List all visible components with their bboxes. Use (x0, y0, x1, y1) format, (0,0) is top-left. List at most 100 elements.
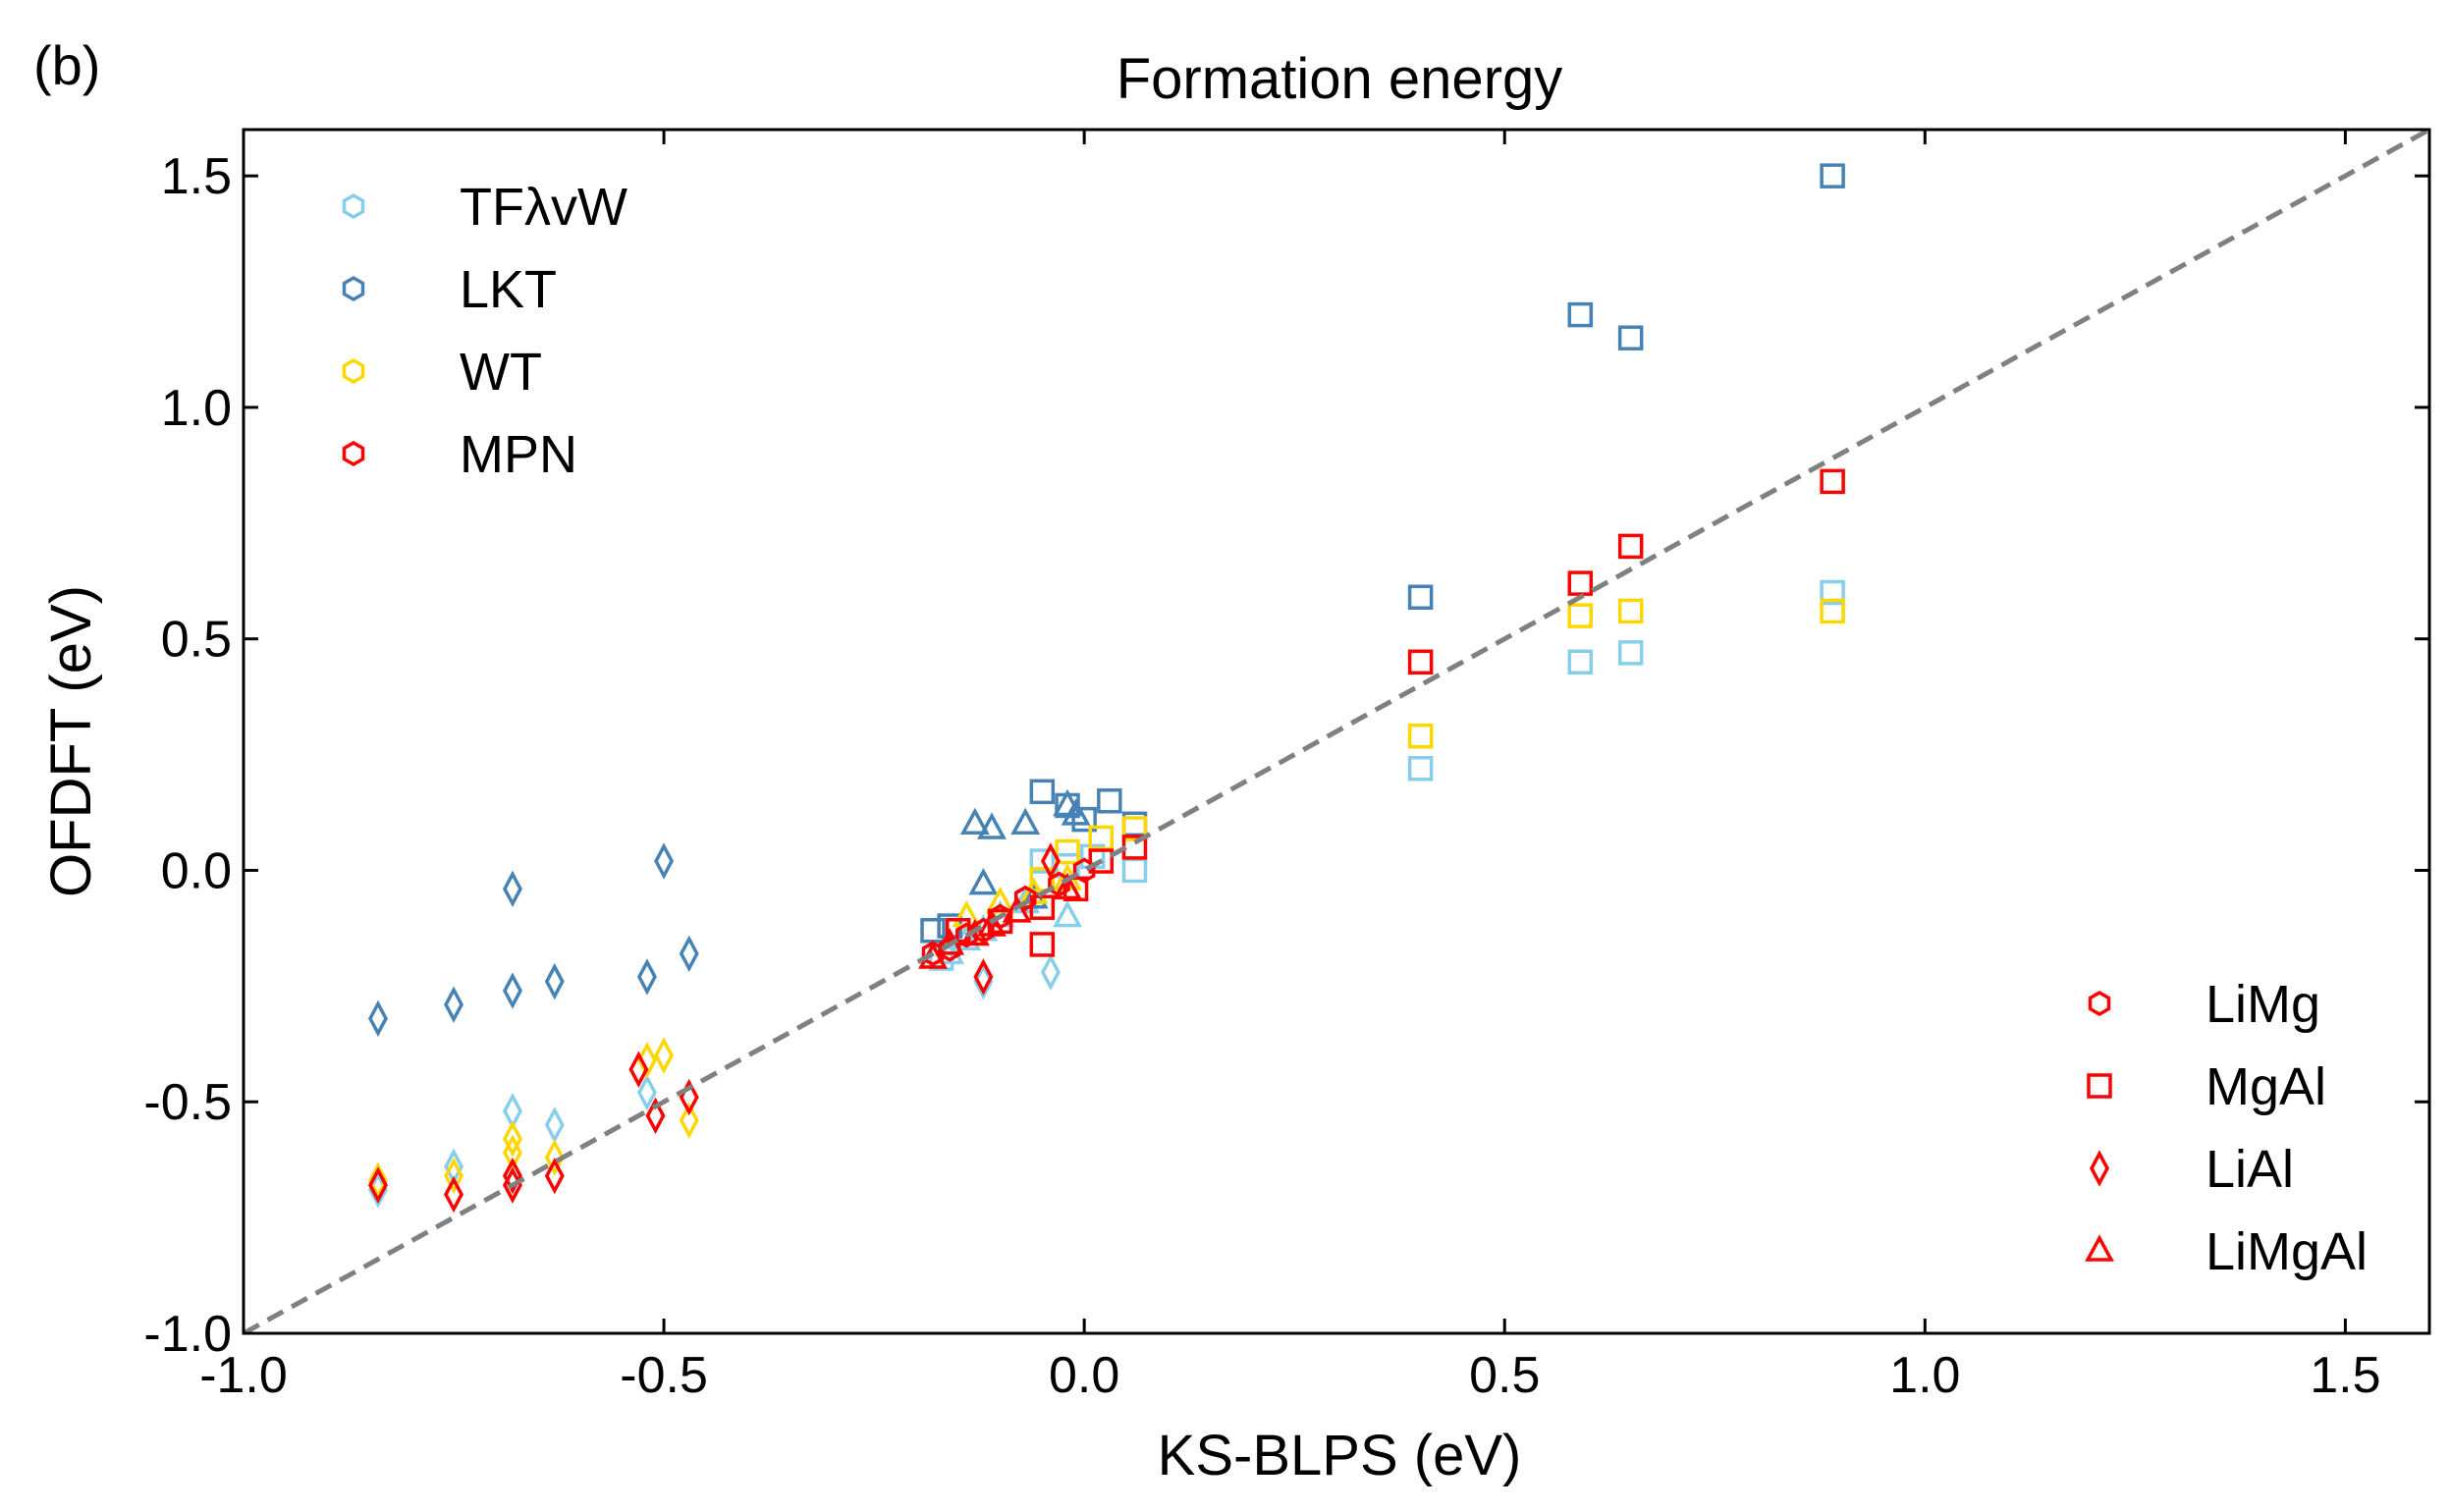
x-tick-label: -0.5 (620, 1347, 708, 1404)
data-point-mgal (1820, 468, 1845, 495)
data-point-lial (444, 1175, 464, 1214)
scatter-points (368, 163, 1845, 1214)
y-tick-label: 1.5 (161, 148, 232, 205)
legend-label-method: LKT (460, 260, 557, 319)
data-point-mgal (987, 908, 1013, 935)
data-point-limgal (959, 807, 990, 836)
data-point-mgal (1407, 649, 1434, 675)
y-tick-label: 0.0 (161, 842, 232, 899)
data-point-mgal (945, 918, 971, 944)
x-tick-label: 1.0 (1889, 1347, 1960, 1404)
x-tick-label: 0.0 (1049, 1347, 1119, 1404)
data-point-mgal (1055, 792, 1080, 819)
data-point-mgal (1567, 301, 1594, 328)
legend-label-system: LiMgAl (2206, 1222, 2368, 1281)
data-point-mgal (1820, 598, 1845, 624)
data-point-lial (1040, 953, 1061, 991)
data-point-lial (654, 1037, 675, 1074)
data-point-lial (679, 935, 699, 973)
data-point-mgal (1071, 806, 1097, 833)
legend-marker-mgal (2087, 1073, 2112, 1099)
y-tick-label: -0.5 (143, 1074, 232, 1131)
x-tick-label: -1.0 (199, 1347, 288, 1404)
y-axis-label: OFDFT (eV) (39, 585, 103, 897)
data-point-mgal (1617, 325, 1644, 351)
data-point-lial (544, 962, 565, 1000)
data-point-mgal (1055, 838, 1080, 865)
legend-marker-lkt (342, 275, 365, 302)
legend-marker-mpn (342, 440, 365, 467)
data-point-lial (368, 999, 388, 1038)
data-point-limgal (977, 909, 1007, 937)
data-point-lial (444, 986, 464, 1023)
legend-marker-lial (2090, 1150, 2109, 1187)
data-point-mgal (1121, 816, 1148, 841)
reference-line-layer (244, 130, 2429, 1333)
chart-title: Formation energy (1117, 47, 1563, 111)
data-point-lial (502, 972, 522, 1009)
legend-label-method: WT (460, 343, 542, 402)
data-point-lial (636, 1042, 657, 1079)
data-point-lial (679, 1102, 699, 1139)
data-point-mgal (1407, 723, 1434, 749)
data-point-lial (368, 1166, 388, 1204)
legend-marker-limgal (2085, 1234, 2114, 1262)
data-point-mgal (1567, 649, 1594, 675)
x-tick-labels: -1.0 -0.5 0.0 0.5 1.0 1.5 (199, 1347, 2380, 1404)
data-point-mgal (1617, 533, 1644, 560)
data-point-mgal (1029, 848, 1056, 874)
data-point-mgal (1820, 163, 1845, 189)
data-point-limgal (1053, 899, 1082, 928)
y-tick-labels: -1.0 -0.5 0.0 0.5 1.0 1.5 (143, 148, 232, 1363)
data-point-lial (1040, 842, 1061, 880)
data-point-limgal (1010, 807, 1041, 836)
data-point-lial (544, 1157, 565, 1195)
method-legend: TFλvW LKT WT MPN (342, 178, 627, 484)
data-point-mgal (1088, 848, 1115, 874)
data-point-lial (444, 1157, 464, 1195)
panel-label: (b) (33, 34, 100, 96)
data-point-mgal (1617, 598, 1644, 624)
data-point-lial (502, 870, 522, 908)
legend-label-method: MPN (460, 425, 577, 484)
data-point-mgal (1567, 603, 1594, 628)
legend-marker-wt (342, 357, 365, 385)
data-point-lial (502, 1120, 522, 1158)
data-point-mgal (1407, 584, 1434, 611)
data-point-limg (1013, 885, 1037, 911)
data-point-lial (973, 962, 994, 1000)
reference-line (244, 130, 2429, 1333)
data-point-lial (636, 958, 657, 996)
data-point-mgal (1121, 857, 1148, 884)
legend-label-system: LiAl (2206, 1140, 2294, 1199)
data-point-mgal (1062, 876, 1089, 902)
data-point-lial (645, 1097, 666, 1135)
y-tick-label: 1.0 (161, 380, 232, 437)
legend-marker-tfλvw (342, 192, 365, 220)
data-point-lial (654, 842, 675, 880)
data-point-limgal (968, 867, 999, 895)
data-point-lial (628, 1051, 649, 1088)
data-point-mgal (1029, 867, 1056, 892)
y-tick-label: -1.0 (143, 1306, 232, 1363)
data-point-mgal (1097, 787, 1122, 814)
data-point-mgal (1567, 570, 1594, 596)
data-point-lial (544, 1107, 565, 1144)
data-point-limgal (977, 812, 1007, 839)
data-point-mgal (1820, 579, 1845, 606)
system-legend: LiMg MgAl LiAl LiMgAl (2085, 975, 2368, 1281)
data-point-limgal (1053, 872, 1082, 900)
legend-label-system: MgAl (2206, 1057, 2326, 1116)
data-point-lial (544, 1139, 565, 1176)
data-point-limgal (1061, 798, 1091, 826)
x-axis-label: KS-BLPS (eV) (1158, 1424, 1522, 1487)
data-point-mgal (1029, 932, 1056, 957)
data-point-mgal (1029, 894, 1056, 920)
legend-label-method: TFλvW (460, 178, 627, 237)
legend-marker-limg (2088, 990, 2111, 1017)
y-tick-label: 0.5 (161, 612, 232, 669)
data-point-mgal (1407, 755, 1434, 782)
data-point-lial (368, 1161, 388, 1200)
data-point-mgal (1617, 640, 1644, 666)
